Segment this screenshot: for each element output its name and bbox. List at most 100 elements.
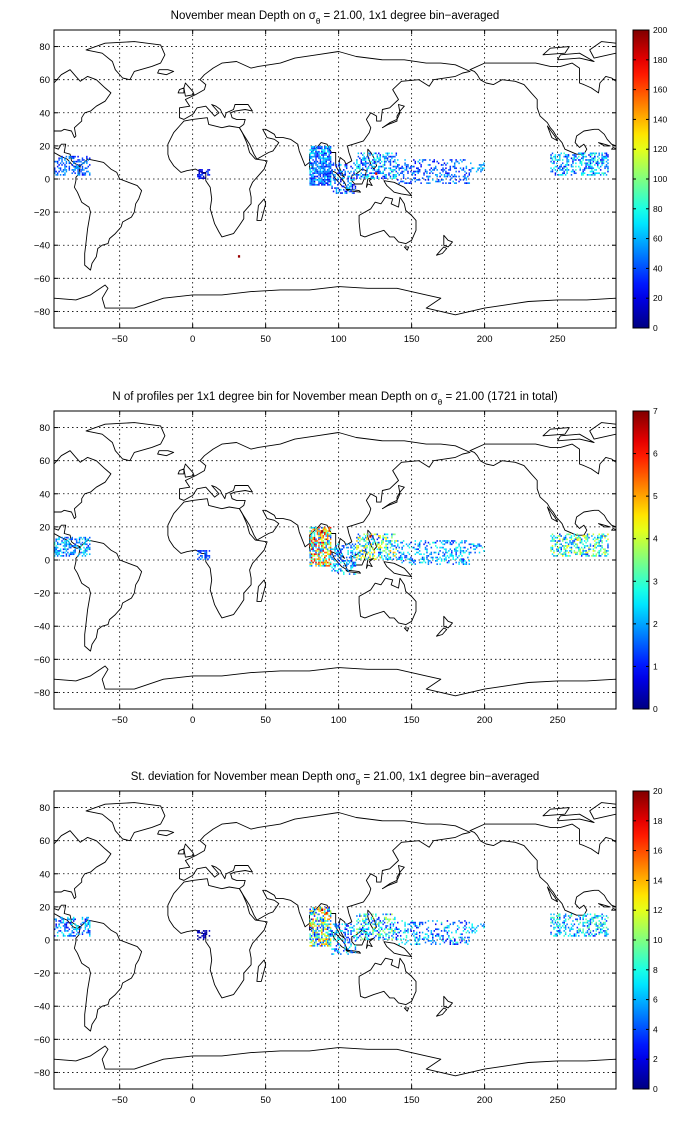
- data-cell: [319, 155, 322, 158]
- data-cell: [340, 953, 342, 955]
- data-cell: [83, 162, 85, 165]
- data-cell: [380, 165, 383, 168]
- data-cell: [78, 536, 81, 539]
- data-cell: [582, 551, 584, 554]
- data-cell: [321, 536, 323, 539]
- data-cell: [72, 545, 75, 547]
- data-cell: [328, 561, 330, 564]
- data-cell: [399, 556, 402, 559]
- data-cell: [62, 174, 65, 176]
- data-cell: [367, 935, 370, 937]
- data-cell: [87, 548, 90, 551]
- data-cell: [433, 551, 435, 554]
- data-cell: [383, 918, 386, 921]
- data-cell: [392, 155, 395, 158]
- data-cell: [313, 545, 316, 547]
- data-cell: [315, 150, 317, 153]
- data-cell: [585, 162, 587, 165]
- data-cell: [348, 573, 351, 575]
- data-cell: [388, 155, 390, 158]
- data-cell: [378, 536, 380, 539]
- data-cell: [557, 931, 560, 934]
- data-cell: [389, 162, 392, 165]
- data-cell: [570, 548, 573, 551]
- data-cell: [382, 155, 384, 158]
- data-cell: [440, 541, 443, 544]
- data-cell: [439, 563, 441, 565]
- data-cell: [443, 553, 446, 556]
- data-cell: [315, 933, 317, 936]
- data-cell: [74, 538, 76, 541]
- data-cell: [75, 541, 78, 544]
- data-cell: [573, 157, 576, 160]
- data-cell: [345, 568, 348, 570]
- data-cell: [556, 165, 558, 168]
- data-cell: [325, 923, 327, 926]
- data-cell: [354, 948, 357, 950]
- data-cell: [74, 169, 76, 171]
- data-cell: [326, 149, 329, 151]
- data-cell: [70, 545, 72, 547]
- data-cell: [383, 938, 386, 940]
- data-cell: [332, 923, 335, 926]
- data-cell: [458, 545, 460, 547]
- data-cell: [310, 147, 313, 150]
- data-cell: [357, 533, 360, 536]
- data-cell: [404, 931, 406, 934]
- data-cell: [557, 548, 560, 551]
- data-cell: [372, 928, 374, 931]
- data-cell: [59, 548, 62, 551]
- data-cell: [312, 175, 314, 178]
- data-cell: [362, 930, 364, 932]
- data-cell: [605, 550, 608, 552]
- data-cell: [310, 533, 313, 536]
- data-cell: [436, 935, 438, 937]
- data-cell: [570, 935, 573, 937]
- data-cell: [594, 555, 596, 557]
- data-cell: [391, 170, 393, 173]
- data-cell: [592, 555, 595, 557]
- data-cell: [589, 159, 592, 161]
- data-cell: [71, 545, 73, 547]
- data-cell: [373, 928, 376, 931]
- data-cell: [378, 936, 380, 939]
- data-cell: [316, 558, 319, 560]
- data-cell: [338, 923, 341, 926]
- data-cell: [324, 157, 326, 160]
- data-cell: [404, 162, 406, 165]
- data-cell: [576, 533, 579, 536]
- data-cell: [597, 172, 599, 175]
- data-cell: [430, 553, 433, 556]
- data-cell: [391, 155, 393, 158]
- data-cell: [589, 921, 592, 924]
- data-cell: [324, 558, 326, 560]
- data-cell: [204, 555, 206, 557]
- data-cell: [392, 933, 395, 936]
- data-cell: [465, 941, 468, 944]
- data-cell: [418, 546, 421, 549]
- data-cell: [373, 926, 376, 929]
- data-cell: [326, 147, 329, 150]
- data-cell: [348, 556, 351, 559]
- data-cell: [560, 164, 562, 166]
- data-cell: [310, 536, 313, 539]
- data-cell: [197, 175, 199, 178]
- data-cell: [315, 167, 317, 170]
- data-cell: [321, 551, 323, 554]
- data-cell: [439, 936, 441, 939]
- data-cell: [81, 931, 84, 934]
- coastline: [256, 959, 267, 982]
- data-cell: [380, 928, 383, 931]
- data-cell: [567, 555, 570, 557]
- data-cell: [567, 155, 570, 158]
- data-cell: [312, 538, 314, 541]
- data-cell: [453, 175, 456, 178]
- data-cell: [316, 944, 319, 947]
- coastline: [546, 125, 559, 142]
- data-cell: [394, 175, 396, 178]
- data-cell: [394, 928, 396, 931]
- data-cell: [432, 935, 434, 937]
- data-cell: [315, 941, 317, 944]
- data-cell: [84, 550, 87, 552]
- data-cell: [592, 545, 595, 547]
